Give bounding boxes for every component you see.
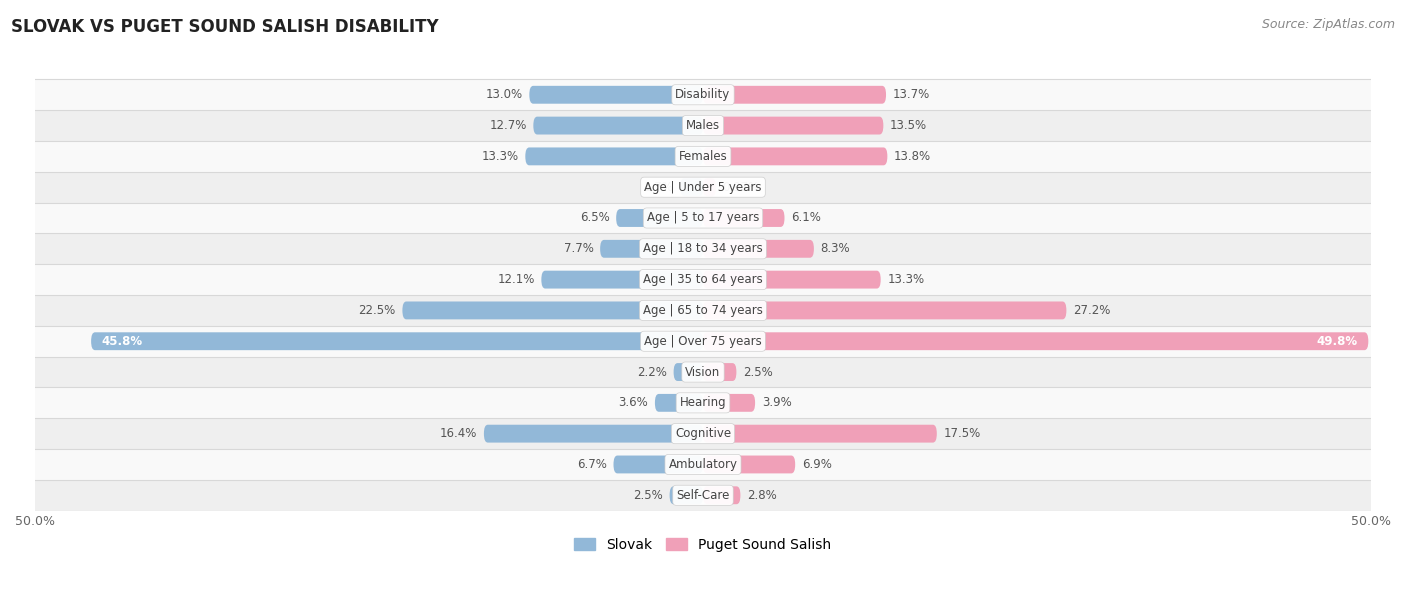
Bar <box>35 480 1371 510</box>
Text: Age | Under 5 years: Age | Under 5 years <box>644 181 762 193</box>
Text: 45.8%: 45.8% <box>101 335 143 348</box>
Bar <box>35 326 1371 357</box>
Text: 6.9%: 6.9% <box>801 458 832 471</box>
Text: 8.3%: 8.3% <box>821 242 851 255</box>
Text: Vision: Vision <box>685 365 721 379</box>
Text: Disability: Disability <box>675 88 731 101</box>
FancyBboxPatch shape <box>402 302 703 319</box>
FancyBboxPatch shape <box>681 178 703 196</box>
Text: Age | 35 to 64 years: Age | 35 to 64 years <box>643 273 763 286</box>
FancyBboxPatch shape <box>613 455 703 474</box>
FancyBboxPatch shape <box>703 240 814 258</box>
Text: 2.2%: 2.2% <box>637 365 666 379</box>
Text: Age | 5 to 17 years: Age | 5 to 17 years <box>647 212 759 225</box>
Text: Age | 65 to 74 years: Age | 65 to 74 years <box>643 304 763 317</box>
FancyBboxPatch shape <box>526 147 703 165</box>
Bar <box>35 264 1371 295</box>
Bar <box>35 449 1371 480</box>
Bar <box>35 141 1371 172</box>
Text: Age | Over 75 years: Age | Over 75 years <box>644 335 762 348</box>
FancyBboxPatch shape <box>703 178 716 196</box>
Text: Cognitive: Cognitive <box>675 427 731 440</box>
Text: 6.7%: 6.7% <box>576 458 607 471</box>
FancyBboxPatch shape <box>529 86 703 103</box>
FancyBboxPatch shape <box>533 117 703 135</box>
Text: 0.97%: 0.97% <box>723 181 759 193</box>
Text: SLOVAK VS PUGET SOUND SALISH DISABILITY: SLOVAK VS PUGET SOUND SALISH DISABILITY <box>11 18 439 36</box>
FancyBboxPatch shape <box>703 147 887 165</box>
Bar <box>35 233 1371 264</box>
FancyBboxPatch shape <box>703 487 741 504</box>
Text: 2.5%: 2.5% <box>633 489 662 502</box>
Text: 7.7%: 7.7% <box>564 242 593 255</box>
FancyBboxPatch shape <box>669 487 703 504</box>
Text: 1.7%: 1.7% <box>644 181 673 193</box>
Text: 12.7%: 12.7% <box>489 119 527 132</box>
FancyBboxPatch shape <box>484 425 703 442</box>
FancyBboxPatch shape <box>541 271 703 288</box>
Text: 13.7%: 13.7% <box>893 88 929 101</box>
Text: 17.5%: 17.5% <box>943 427 981 440</box>
Text: 13.0%: 13.0% <box>485 88 523 101</box>
Text: 6.5%: 6.5% <box>579 212 609 225</box>
Text: 2.5%: 2.5% <box>744 365 773 379</box>
Text: 49.8%: 49.8% <box>1316 335 1358 348</box>
Text: Hearing: Hearing <box>679 397 727 409</box>
Text: Males: Males <box>686 119 720 132</box>
Text: 22.5%: 22.5% <box>359 304 395 317</box>
FancyBboxPatch shape <box>616 209 703 227</box>
Text: Self-Care: Self-Care <box>676 489 730 502</box>
FancyBboxPatch shape <box>703 271 880 288</box>
FancyBboxPatch shape <box>703 117 883 135</box>
Text: 12.1%: 12.1% <box>498 273 534 286</box>
Bar <box>35 203 1371 233</box>
Text: 3.6%: 3.6% <box>619 397 648 409</box>
Text: Females: Females <box>679 150 727 163</box>
Text: Source: ZipAtlas.com: Source: ZipAtlas.com <box>1261 18 1395 31</box>
FancyBboxPatch shape <box>91 332 703 350</box>
Text: 13.3%: 13.3% <box>481 150 519 163</box>
FancyBboxPatch shape <box>703 209 785 227</box>
Text: 27.2%: 27.2% <box>1073 304 1111 317</box>
FancyBboxPatch shape <box>703 332 1368 350</box>
FancyBboxPatch shape <box>673 363 703 381</box>
Bar <box>35 80 1371 110</box>
Text: 13.5%: 13.5% <box>890 119 927 132</box>
FancyBboxPatch shape <box>703 425 936 442</box>
FancyBboxPatch shape <box>703 302 1066 319</box>
Legend: Slovak, Puget Sound Salish: Slovak, Puget Sound Salish <box>569 532 837 558</box>
FancyBboxPatch shape <box>703 394 755 412</box>
Text: Ambulatory: Ambulatory <box>668 458 738 471</box>
Bar <box>35 387 1371 418</box>
Text: 3.9%: 3.9% <box>762 397 792 409</box>
Text: Age | 18 to 34 years: Age | 18 to 34 years <box>643 242 763 255</box>
Bar <box>35 295 1371 326</box>
Text: 13.8%: 13.8% <box>894 150 931 163</box>
Text: 13.3%: 13.3% <box>887 273 925 286</box>
Text: 6.1%: 6.1% <box>792 212 821 225</box>
Text: 2.8%: 2.8% <box>747 489 778 502</box>
FancyBboxPatch shape <box>655 394 703 412</box>
Bar <box>35 110 1371 141</box>
Bar <box>35 418 1371 449</box>
Text: 16.4%: 16.4% <box>440 427 477 440</box>
FancyBboxPatch shape <box>600 240 703 258</box>
FancyBboxPatch shape <box>703 455 796 474</box>
FancyBboxPatch shape <box>703 363 737 381</box>
FancyBboxPatch shape <box>703 86 886 103</box>
Bar <box>35 172 1371 203</box>
Bar <box>35 357 1371 387</box>
